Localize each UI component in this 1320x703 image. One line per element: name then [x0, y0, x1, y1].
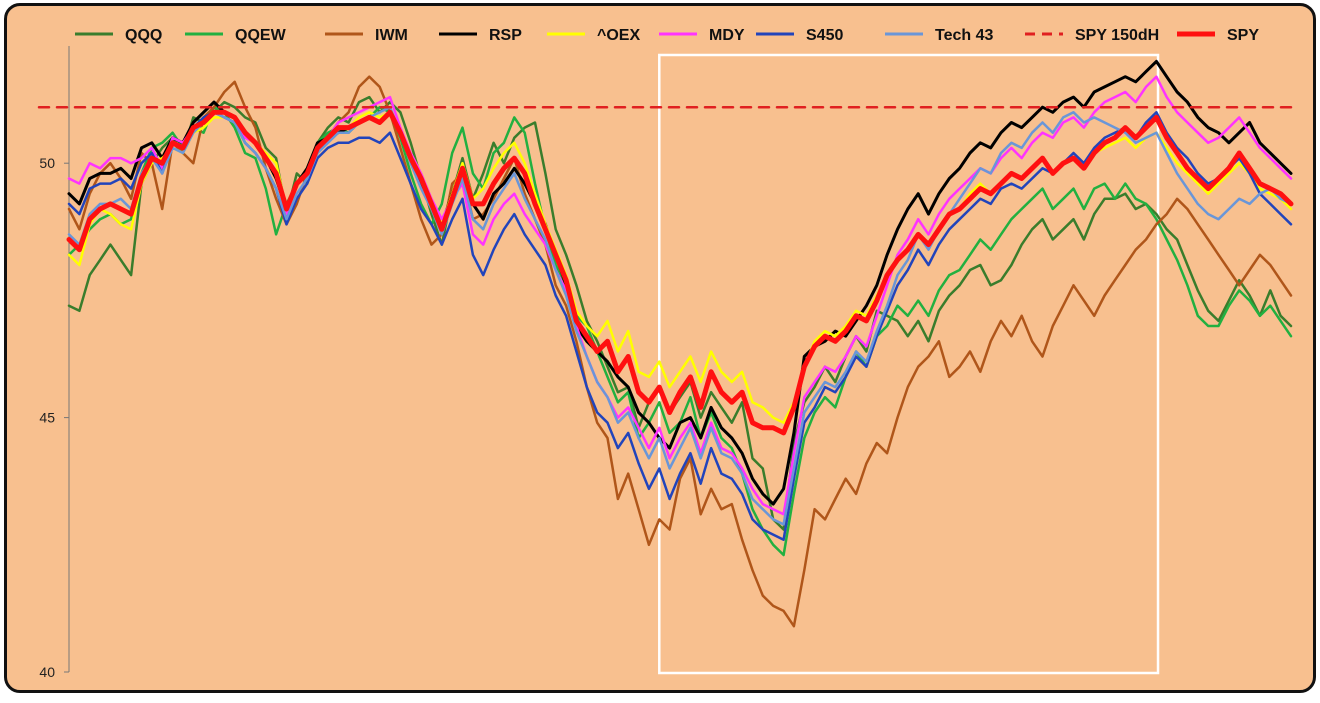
- y-tick-label: 45: [39, 410, 55, 426]
- legend-label: IWM: [375, 27, 408, 44]
- legend-label: SPY: [1227, 27, 1259, 44]
- series-line-qqq: [67, 95, 1293, 531]
- y-tick-label: 40: [39, 664, 55, 680]
- legend-label: MDY: [709, 27, 745, 44]
- legend-label: Tech 43: [935, 27, 994, 44]
- chart-legend: QQQ QQEW IWM RSP ^OEX MDY S450 Tech 43 SPY 150dH…: [75, 27, 1259, 44]
- series-line-oex: [67, 111, 1293, 424]
- series-line-qqew: [67, 105, 1293, 557]
- legend-label: S450: [806, 27, 843, 44]
- chart-frame: 40 45 50 QQQ QQEW IWM RSP ^OEX MDY S450 Tech 43 SP…: [4, 3, 1316, 693]
- series-lines: [37, 59, 1301, 628]
- series-line-iwm: [67, 75, 1293, 628]
- legend-label: QQEW: [235, 27, 287, 44]
- chart-axes: 40 45 50: [39, 46, 70, 680]
- highlight-rectangle: [658, 53, 1160, 675]
- legend-label: RSP: [489, 27, 522, 44]
- series-line-tech-43: [67, 105, 1293, 526]
- legend-label: SPY 150dH: [1075, 27, 1159, 44]
- legend-label: ^OEX: [597, 27, 640, 44]
- highlight-box: [658, 53, 1160, 675]
- series-line-s450: [67, 111, 1293, 541]
- line-chart: 40 45 50 QQQ QQEW IWM RSP ^OEX MDY S450 Tech 43 SP…: [37, 27, 1301, 680]
- series-line-spy: [66, 109, 1294, 436]
- y-tick-label: 50: [39, 155, 55, 171]
- legend-label: QQQ: [125, 27, 162, 44]
